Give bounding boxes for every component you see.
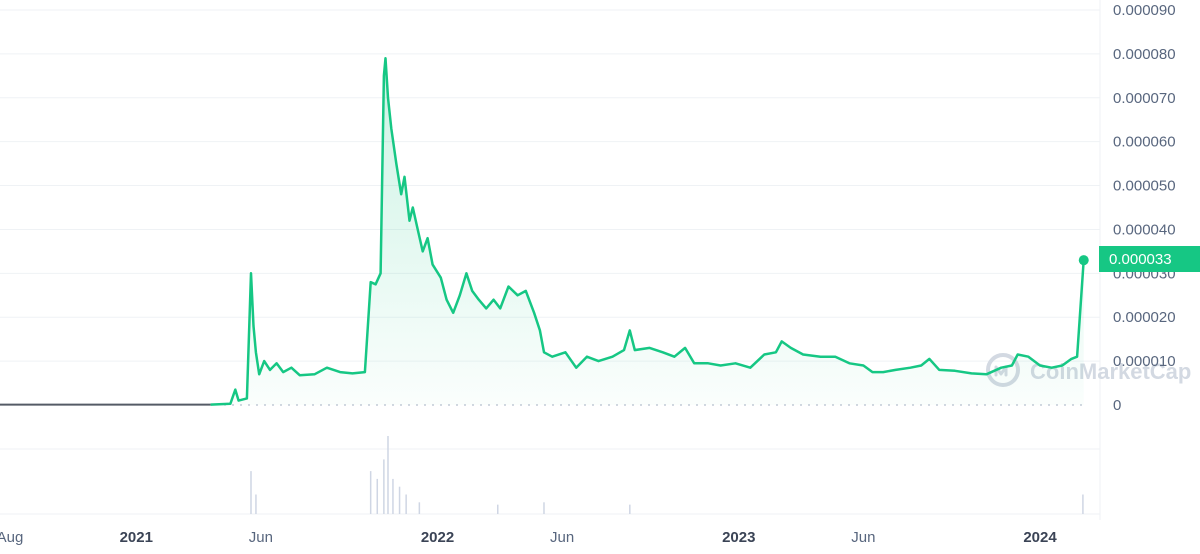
x-tick-label: Aug: [0, 529, 23, 546]
y-tick-label: 0: [1113, 397, 1121, 414]
x-tick-label: 2024: [1023, 529, 1057, 546]
price-line: [210, 57, 1085, 406]
volume-bar: [405, 494, 407, 514]
volume-bar: [255, 494, 257, 514]
volume-bar: [543, 502, 545, 514]
x-tick-label: Jun: [851, 529, 875, 546]
x-tick-label: 2021: [120, 529, 153, 546]
volume-bar: [418, 502, 421, 514]
volume-bar: [497, 504, 499, 514]
current-price-label: 0.000033: [1109, 251, 1172, 268]
volume-bars: [250, 436, 1084, 514]
volume-bar: [250, 471, 252, 514]
volume-bar: [376, 478, 379, 514]
grid-lines: [0, 0, 1101, 520]
volume-bar: [369, 471, 372, 514]
volume-bar: [629, 504, 631, 514]
current-price-dot: [1078, 255, 1089, 266]
volume-bar: [387, 436, 389, 514]
volume-bar: [392, 478, 394, 514]
y-tick-label: 0.000080: [1113, 46, 1176, 63]
x-tick-label: 2023: [722, 529, 755, 546]
y-tick-label: 0.000090: [1113, 2, 1176, 19]
x-tick-label: Jun: [550, 529, 574, 546]
volume-bar: [1082, 494, 1084, 514]
y-tick-label: 0.000060: [1113, 134, 1176, 151]
price-area-fill: [210, 58, 1084, 406]
y-tick-label: 0.000070: [1113, 90, 1176, 107]
volume-bar: [398, 486, 401, 514]
x-tick-label: Jun: [249, 529, 273, 546]
y-axis: 00.0000100.0000200.0000300.0000400.00005…: [1113, 2, 1176, 414]
current-price-badge-bg: [1099, 246, 1200, 272]
y-tick-label: 0.000020: [1113, 309, 1176, 326]
x-axis: Aug 2021 Jun 2022 Jun 2023 Jun 2024: [0, 529, 1057, 546]
price-line-group: [0, 57, 1089, 406]
y-tick-label: 0.000050: [1113, 178, 1176, 195]
y-tick-label: 0.000010: [1113, 353, 1176, 370]
x-tick-label: 2022: [421, 529, 454, 546]
price-area: [210, 58, 1084, 406]
volume-bar: [383, 459, 385, 514]
current-price-badge: 0.000033: [1099, 246, 1200, 272]
y-tick-label: 0.000040: [1113, 221, 1176, 238]
